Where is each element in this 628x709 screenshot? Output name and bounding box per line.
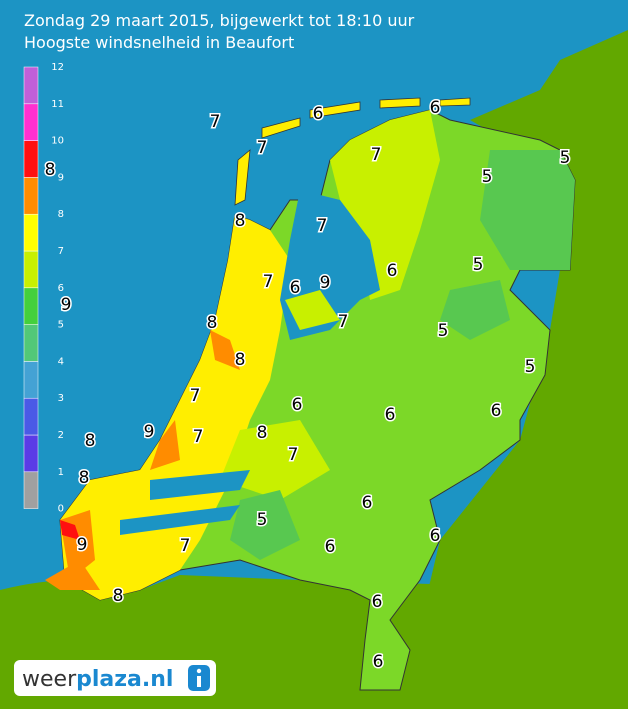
legend-swatch	[23, 177, 39, 215]
flevoland	[285, 290, 340, 330]
legend-label: 5	[58, 320, 64, 331]
wadden-islands	[234, 97, 471, 206]
logo-icon-dot	[196, 668, 202, 674]
wind-label: 6	[313, 104, 324, 124]
legend-swatch	[23, 471, 39, 509]
logo: weerplaza.nl	[14, 660, 216, 696]
legend-label: 10	[51, 136, 64, 147]
legend-label: 3	[58, 393, 64, 404]
wind-label: 6	[430, 98, 441, 118]
logo-box	[14, 660, 216, 696]
wind-label: 6	[290, 278, 301, 298]
legend-swatch	[23, 140, 39, 178]
wind-label: 7	[371, 145, 382, 165]
wind-label: 8	[235, 211, 246, 231]
wind-label: 8	[207, 313, 218, 333]
legend-label: 9	[58, 172, 64, 183]
wind-label: 8	[79, 468, 90, 488]
logo-icon-i	[197, 676, 201, 687]
zone-6	[220, 110, 440, 500]
wind-label: 8	[235, 350, 246, 370]
wind-label: 6	[385, 405, 396, 425]
wind-label: 5	[525, 357, 536, 377]
map-subtitle: Hoogste windsnelheid in Beaufort	[24, 33, 294, 52]
legend-label: 7	[58, 246, 64, 257]
wind-label: 6	[373, 652, 384, 672]
legend-swatch	[23, 66, 39, 105]
wind-label: 6	[491, 401, 502, 421]
wind-label: 6	[387, 261, 398, 281]
wind-label: 6	[325, 537, 336, 557]
wind-label: 7	[288, 445, 299, 465]
wind-label: 6	[372, 592, 383, 612]
wind-label: 5	[560, 148, 571, 168]
legend-label: 12	[51, 62, 64, 73]
zone-5	[230, 150, 575, 560]
legend-swatch	[23, 213, 39, 252]
legend-swatch	[23, 250, 39, 289]
wind-label: 7	[338, 312, 349, 332]
wind-label: 5	[257, 510, 268, 530]
wind-label: 8	[85, 431, 96, 451]
wind-label: 9	[320, 273, 331, 293]
wind-label: 5	[473, 255, 484, 275]
legend-label: 4	[58, 356, 64, 367]
legend-label: 1	[58, 467, 64, 478]
wind-label: 7	[190, 386, 201, 406]
wind-label: 5	[482, 167, 493, 187]
wind-label: 7	[210, 112, 221, 132]
legend-label: 2	[58, 430, 64, 441]
wind-label: 9	[77, 535, 88, 555]
logo-text: weerplaza.nl	[22, 667, 173, 692]
wind-label: 7	[317, 216, 328, 236]
wind-label: 8	[257, 423, 268, 443]
legend-label: 8	[58, 209, 64, 220]
wind-label: 7	[263, 272, 274, 292]
wind-label: 6	[362, 493, 373, 513]
estuaries	[120, 470, 250, 535]
legend-swatch	[23, 434, 39, 473]
legend-label: 11	[51, 99, 64, 110]
legend-swatch	[23, 103, 39, 141]
wind-label: 8	[113, 586, 124, 606]
zone-7	[60, 215, 290, 600]
logo-part2: plaza.nl	[76, 667, 173, 692]
legend-swatch	[23, 361, 39, 399]
zone-9	[60, 520, 80, 540]
wind-label: 5	[438, 321, 449, 341]
logo-part1: weer	[22, 667, 77, 692]
map-title: Zondag 29 maart 2015, bijgewerkt tot 18:…	[24, 11, 415, 30]
legend-swatch	[23, 287, 39, 325]
wind-label: 7	[257, 138, 268, 158]
wind-label: 6	[430, 526, 441, 546]
zone-8	[45, 330, 240, 590]
wind-label: 8	[45, 160, 56, 180]
legend-swatch	[23, 324, 39, 362]
germany-land	[400, 30, 628, 709]
wind-label: 7	[180, 536, 191, 556]
legend-swatch	[23, 397, 39, 436]
legend-label: 0	[58, 504, 64, 515]
wind-label: 7	[193, 427, 204, 447]
wind-label: 9	[61, 295, 72, 315]
legend-label: 6	[58, 283, 64, 294]
wind-label: 6	[292, 395, 303, 415]
wind-label: 9	[144, 422, 155, 442]
